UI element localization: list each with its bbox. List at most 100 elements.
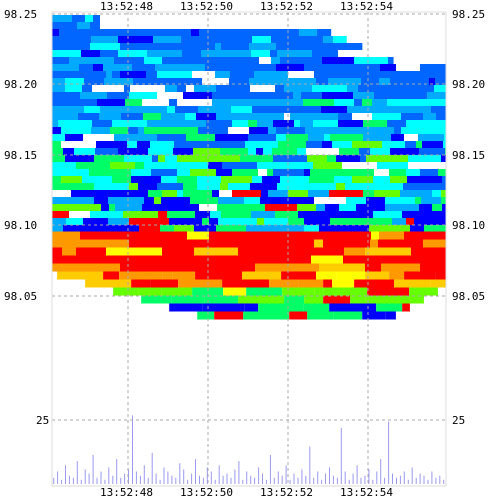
heatmap-cell [361,78,379,85]
heatmap-cell [90,43,120,50]
heatmap-cell [240,155,273,162]
heatmap-cell [409,287,438,296]
heatmap-cell [245,218,257,225]
heatmap-cell [312,85,347,92]
heatmap-cell [272,148,297,155]
heatmap-cell [251,211,275,218]
heatmap-cell [390,148,419,155]
heatmap-cell [347,106,375,113]
heatmap-cell [322,141,332,148]
heatmap-cell [277,183,283,190]
heatmap-cell [255,29,280,36]
heatmap-cell [197,311,215,320]
heatmap-cell [334,176,352,183]
volume-bar [403,471,405,484]
heatmap-cell [366,197,385,204]
heatmap-cell [378,183,403,190]
heatmap-cell [198,127,228,134]
heatmap-cell [323,36,333,43]
volume-bar [120,477,122,484]
heatmap-cell [347,225,369,232]
heatmap-cell [438,169,446,176]
heatmap-cell [103,64,132,71]
heatmap-cell [65,78,84,85]
heatmap-cell [212,190,219,197]
heatmap-cell [195,211,210,218]
volume-bar [124,473,126,484]
heatmap-cell [369,225,376,232]
heatmap-cell [81,204,101,211]
heatmap-cell [162,190,177,197]
heatmap-cell [169,218,195,225]
heatmap-cell [232,190,261,197]
heatmap-cell [389,271,405,280]
heatmap-cell [316,271,337,280]
volume-bar [179,463,181,484]
heatmap-cell [118,148,148,155]
heatmap-cell [151,169,177,176]
heatmap-cell [62,247,76,256]
heatmap-cell [419,71,445,78]
heatmap-cell [432,204,442,211]
heatmap-cell [377,162,408,169]
heatmap-cell [209,218,218,225]
heatmap-cell [365,218,392,225]
heatmap-cell [135,113,143,120]
heatmap-cell [140,29,162,36]
heatmap-cell [330,218,365,225]
heatmap-cell [81,263,120,272]
heatmap-cell [170,231,187,240]
heatmap-cell [214,311,244,320]
heatmap-cell [260,197,280,204]
heatmap-cell [92,255,102,264]
volume-bar [297,477,299,484]
heatmap-cell [436,127,446,134]
heatmap-cell [232,92,242,99]
heatmap-cell [138,183,157,190]
volume-bar [183,469,185,484]
volume-bar [423,475,425,484]
heatmap-cell [332,141,352,148]
heatmap-cell [184,263,228,272]
volume-bar [380,459,382,484]
x-tick-label: 13:52:48 [100,0,153,13]
heatmap-cell [278,141,306,148]
heatmap-cell [202,218,209,225]
heatmap-cell [335,64,367,71]
heatmap-cell [84,106,100,113]
heatmap-cell [303,303,330,312]
heatmap-cell [385,311,396,320]
heatmap-cell [266,64,276,71]
heatmap-cell [177,190,183,197]
heatmap-cell [435,271,446,280]
heatmap-cell [97,99,125,106]
heatmap-cell [232,169,258,176]
heatmap-cell [244,197,260,204]
heatmap-cell [131,176,161,183]
heatmap-cell [319,263,365,272]
heatmap-cell [160,225,174,232]
volume-bar [187,479,189,484]
heatmap-cell [182,50,201,57]
heatmap-cell [131,169,151,176]
heatmap-cell [183,57,198,64]
heatmap-cell [132,106,167,113]
heatmap-cell [197,176,221,183]
heatmap-cell [282,287,315,296]
volume-bar [364,475,366,484]
heatmap-cell [316,204,325,211]
heatmap-cell [82,176,112,183]
heatmap-cell [421,106,431,113]
volume-bar [356,465,358,484]
heatmap-cell [376,225,404,232]
heatmap-cell [254,71,288,78]
heatmap-cell [228,263,255,272]
volume-bar [112,475,114,484]
volume-bar [368,469,370,484]
heatmap-cell [228,141,245,148]
heatmap-cell [338,120,363,127]
heatmap-cell [52,50,61,57]
heatmap-cell [291,36,323,43]
heatmap-cell [350,231,371,240]
